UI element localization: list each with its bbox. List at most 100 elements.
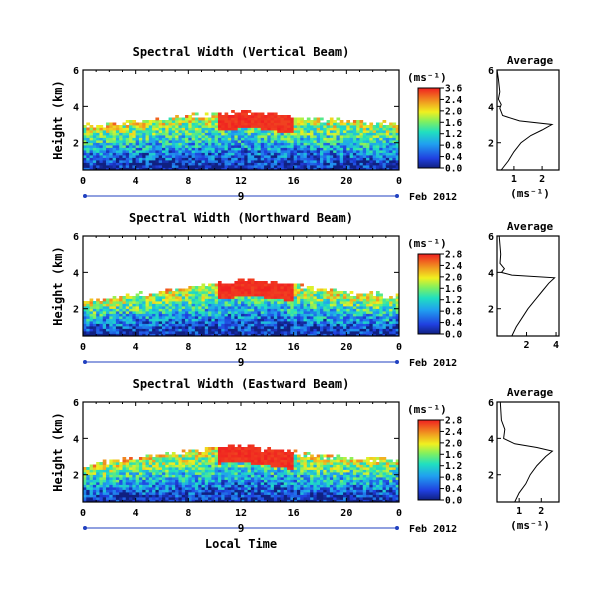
heatmap-cell bbox=[171, 457, 176, 460]
heatmap-cell bbox=[89, 477, 94, 480]
heatmap-cell bbox=[194, 474, 199, 478]
heatmap-cell bbox=[201, 323, 206, 327]
heatmap-cell bbox=[260, 160, 265, 163]
heatmap-cell bbox=[346, 155, 351, 158]
heatmap-cell bbox=[234, 452, 239, 455]
heatmap-cell bbox=[244, 286, 248, 289]
heatmap-cell bbox=[320, 306, 324, 309]
heatmap-cell bbox=[148, 328, 153, 332]
heatmap-cell bbox=[102, 130, 107, 133]
heatmap-cell bbox=[392, 145, 397, 148]
heatmap-cell bbox=[171, 492, 176, 495]
heatmap-cell bbox=[316, 328, 321, 332]
heatmap-cell bbox=[395, 162, 400, 166]
heatmap-cell bbox=[224, 142, 229, 146]
heatmap-cell bbox=[138, 142, 143, 146]
heatmap-cell bbox=[185, 150, 189, 153]
heatmap-cell bbox=[326, 130, 331, 133]
heatmap-cell bbox=[369, 308, 374, 312]
heatmap-cell bbox=[168, 137, 173, 141]
heatmap-cell bbox=[158, 482, 163, 485]
heatmap-cell bbox=[349, 165, 354, 168]
heatmap-cell bbox=[198, 145, 202, 148]
heatmap-cell bbox=[92, 316, 97, 319]
heatmap-cell bbox=[198, 318, 202, 322]
heatmap-cell bbox=[296, 142, 301, 146]
heatmap-cell bbox=[112, 464, 117, 468]
heatmap-cell bbox=[369, 318, 374, 322]
heatmap-cell bbox=[99, 130, 104, 133]
heatmap-cell bbox=[217, 316, 222, 319]
heatmap-cell bbox=[188, 120, 193, 123]
heatmap-cell bbox=[227, 467, 232, 470]
heatmap-cell bbox=[280, 308, 285, 312]
heatmap-cell bbox=[359, 311, 364, 314]
heatmap-cell bbox=[171, 494, 176, 498]
heatmap-cell bbox=[194, 288, 199, 292]
heatmap-cell bbox=[204, 479, 209, 483]
heatmap-cell bbox=[224, 286, 229, 289]
heatmap-cell bbox=[135, 318, 140, 322]
heatmap-cell bbox=[241, 333, 245, 337]
heatmap-cell bbox=[217, 162, 222, 166]
heatmap-cell bbox=[208, 132, 212, 136]
heatmap-cell bbox=[343, 306, 347, 309]
heatmap-cell bbox=[178, 293, 183, 297]
heatmap-cell bbox=[185, 165, 189, 168]
heatmap-cell bbox=[227, 459, 232, 463]
heatmap-cell bbox=[234, 484, 239, 488]
heatmap-cell bbox=[241, 145, 245, 148]
heatmap-cell bbox=[214, 472, 219, 475]
heatmap-cell bbox=[352, 318, 357, 322]
heatmap-cell bbox=[280, 165, 285, 168]
heatmap-cell bbox=[372, 333, 377, 337]
heatmap-cell bbox=[135, 477, 140, 480]
heatmap-cell bbox=[155, 318, 160, 322]
heatmap-cell bbox=[168, 459, 173, 463]
heatmap-cell bbox=[395, 132, 400, 136]
heatmap-cell bbox=[382, 316, 387, 319]
heatmap-cell bbox=[175, 474, 179, 478]
heatmap-cell bbox=[211, 152, 216, 156]
heatmap-cell bbox=[296, 298, 301, 302]
heatmap-cell bbox=[277, 122, 281, 126]
heatmap-cell bbox=[89, 155, 94, 158]
heatmap-cell bbox=[168, 477, 173, 480]
heatmap-cell bbox=[306, 298, 311, 302]
heatmap-cell bbox=[83, 135, 87, 138]
heatmap-cell bbox=[375, 152, 380, 156]
heatmap-cell bbox=[336, 160, 341, 163]
heatmap-cell bbox=[83, 160, 87, 163]
heatmap-cell bbox=[366, 145, 370, 148]
heatmap-cell bbox=[211, 328, 216, 332]
heatmap-cell bbox=[356, 122, 360, 126]
heatmap-cell bbox=[188, 484, 193, 488]
heatmap-cell bbox=[316, 308, 321, 312]
heatmap-cell bbox=[375, 296, 380, 299]
heatmap-cell bbox=[152, 155, 156, 158]
heatmap-cell bbox=[257, 288, 262, 292]
heatmap-cell bbox=[254, 137, 258, 141]
heatmap-cell bbox=[194, 127, 199, 131]
heatmap-cell bbox=[270, 142, 275, 146]
heatmap-cell bbox=[178, 117, 183, 121]
heatmap-cell bbox=[135, 303, 140, 307]
heatmap-cell bbox=[201, 311, 206, 314]
heatmap-cell bbox=[241, 291, 245, 294]
heatmap-cell bbox=[346, 167, 351, 171]
heatmap-cell bbox=[343, 326, 347, 329]
heatmap-cell bbox=[217, 122, 222, 126]
heatmap-cell bbox=[392, 167, 397, 171]
heatmap-cell bbox=[375, 160, 380, 163]
heatmap-cell bbox=[119, 140, 123, 143]
heatmap-cell bbox=[352, 140, 357, 143]
heatmap-cell bbox=[369, 127, 374, 131]
heatmap-cell bbox=[155, 489, 160, 493]
heatmap-cell bbox=[224, 452, 229, 455]
heatmap-cell bbox=[185, 125, 189, 128]
heatmap-cell bbox=[194, 291, 199, 294]
heatmap-cell bbox=[198, 301, 202, 304]
heatmap-cell bbox=[125, 489, 130, 493]
heatmap-cell bbox=[333, 147, 337, 151]
heatmap-cell bbox=[204, 487, 209, 490]
